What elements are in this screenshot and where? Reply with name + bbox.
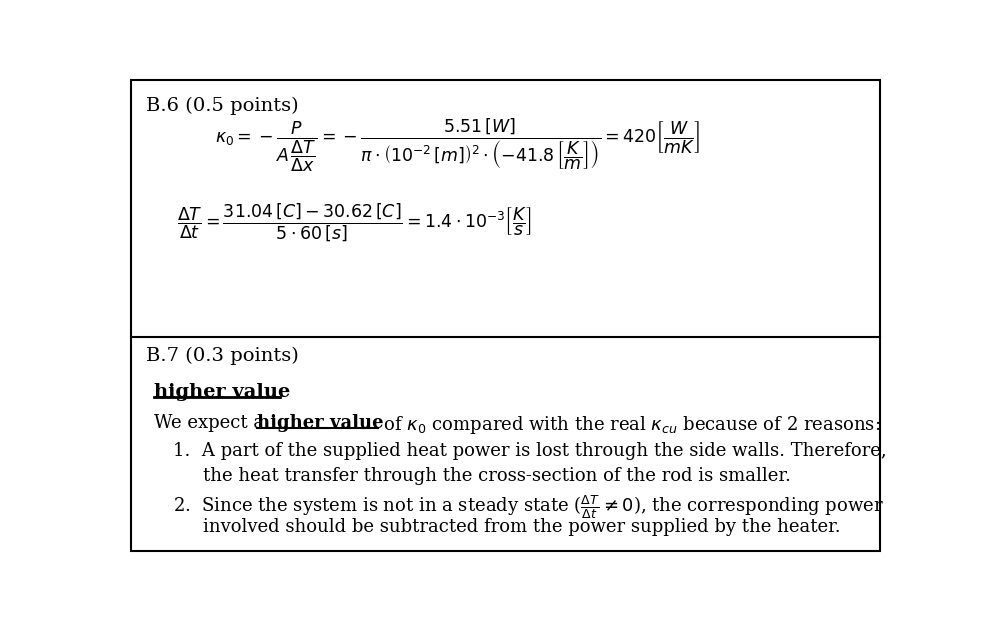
- Text: B.6 (0.5 points): B.6 (0.5 points): [146, 97, 299, 115]
- Text: 2.  Since the system is not in a steady state ($\frac{\Delta T}{\Delta t} \neq 0: 2. Since the system is not in a steady s…: [173, 492, 883, 521]
- Text: higher value: higher value: [154, 383, 290, 401]
- Text: higher value: higher value: [257, 414, 384, 432]
- Text: $\kappa_0 = -\dfrac{P}{A\,\dfrac{\Delta T}{\Delta x}} = -\dfrac{5.51\,[W]}{\pi\c: $\kappa_0 = -\dfrac{P}{A\,\dfrac{\Delta …: [215, 116, 700, 174]
- Text: 1.  A part of the supplied heat power is lost through the side walls. Therefore,: 1. A part of the supplied heat power is …: [173, 442, 886, 460]
- Text: the heat transfer through the cross-section of the rod is smaller.: the heat transfer through the cross-sect…: [203, 468, 792, 485]
- Text: $\dfrac{\Delta T}{\Delta t} = \dfrac{31.04\,[C] - 30.62\,[C]}{5\cdot 60\,[s]} = : $\dfrac{\Delta T}{\Delta t} = \dfrac{31.…: [176, 201, 531, 242]
- Text: of $\kappa_0$ compared with the real $\kappa_{cu}$ because of 2 reasons:: of $\kappa_0$ compared with the real $\k…: [378, 414, 880, 436]
- Text: We expect a: We expect a: [154, 414, 270, 432]
- Text: B.7 (0.3 points): B.7 (0.3 points): [146, 347, 299, 365]
- Text: involved should be subtracted from the power supplied by the heater.: involved should be subtracted from the p…: [203, 518, 841, 536]
